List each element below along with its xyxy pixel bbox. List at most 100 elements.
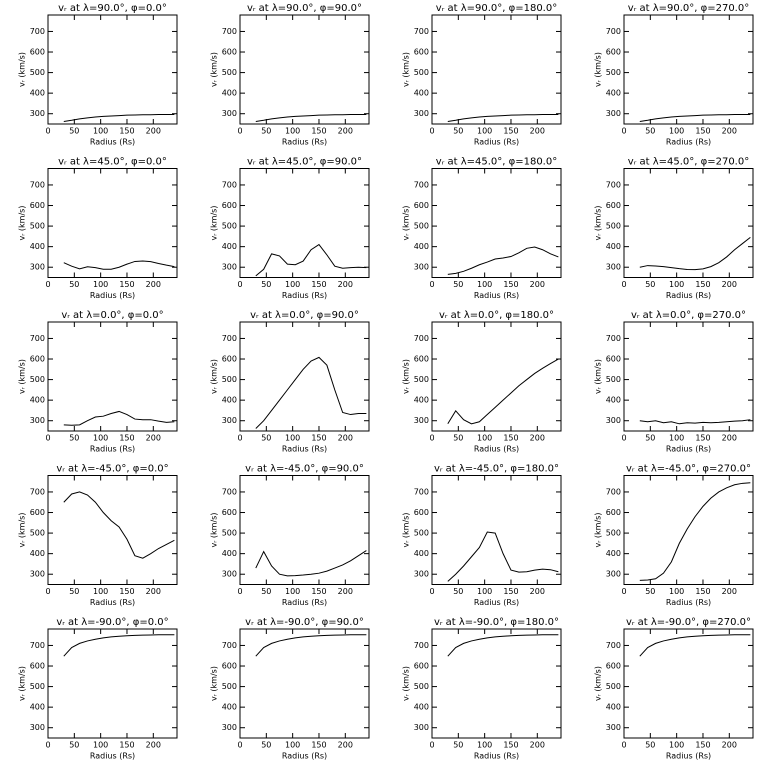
y-tick-label: 500 [606,222,621,231]
x-tick-label: 50 [645,434,655,443]
y-tick-label: 600 [30,355,45,364]
y-tick-label: 600 [222,48,237,57]
y-tick-label: 500 [414,375,429,384]
y-tick-label: 400 [222,89,237,98]
data-line [639,114,751,123]
y-axis-label: vᵣ (km/s) [18,513,27,548]
x-tick-label: 50 [69,127,79,136]
x-axis-label: Radius (Rs) [474,598,519,607]
x-axis-label: Radius (Rs) [282,598,327,607]
y-tick-label: 300 [414,109,429,118]
data-line [255,550,367,577]
y-tick-label: 300 [222,570,237,579]
y-axis-label: vᵣ (km/s) [18,666,27,701]
x-axis-label: Radius (Rs) [90,138,135,147]
panel-title: vᵣ at λ=90.0°, φ=270.0° [628,3,749,14]
x-tick-label: 200 [530,587,545,596]
y-tick-label: 400 [30,703,45,712]
panel-title: vᵣ at λ=-45.0°, φ=270.0° [626,464,751,475]
x-tick-label: 150 [311,127,326,136]
x-tick-label: 0 [45,434,50,443]
y-tick-label: 600 [414,508,429,517]
y-tick-label: 700 [222,27,237,36]
plot-frame [239,628,370,739]
x-tick-label: 150 [695,280,710,289]
x-tick-label: 50 [261,741,271,750]
y-axis-label: vᵣ (km/s) [402,513,411,548]
plot-frame [623,14,754,125]
y-tick-label: 300 [222,263,237,272]
x-tick-label: 150 [695,587,710,596]
y-axis-label: vᵣ (km/s) [594,359,603,394]
y-axis-label: vᵣ (km/s) [594,52,603,87]
y-tick-label: 700 [606,487,621,496]
plot-frame [431,628,562,739]
x-tick-label: 0 [621,587,626,596]
x-axis-label: Radius (Rs) [282,752,327,761]
x-tick-label: 100 [285,280,300,289]
x-tick-label: 100 [477,280,492,289]
y-tick-label: 400 [414,396,429,405]
x-tick-label: 50 [453,434,463,443]
y-tick-label: 600 [222,508,237,517]
x-tick-label: 50 [261,280,271,289]
plot-frame [47,168,178,278]
x-tick-label: 200 [722,280,737,289]
x-axis-label: Radius (Rs) [666,445,711,454]
plot-frame [239,168,370,278]
data-line [63,410,175,426]
y-tick-label: 600 [606,508,621,517]
y-tick-label: 500 [30,682,45,691]
x-tick-label: 200 [338,741,353,750]
panel: vᵣ at λ=90.0°, φ=180.0° 0 50 100 150 200 300 40… [402,3,562,147]
y-tick-label: 300 [414,723,429,732]
x-axis-label: Radius (Rs) [666,752,711,761]
panel: vᵣ at λ=-90.0°, φ=270.0° 0 50 100 150 200 300 4… [594,617,754,761]
x-tick-label: 0 [237,741,242,750]
x-axis-label: Radius (Rs) [666,138,711,147]
plot-frame [623,628,754,739]
y-tick-label: 700 [414,641,429,650]
y-axis-label: vᵣ (km/s) [210,359,219,394]
data-line [639,634,751,657]
x-tick-label: 0 [45,280,50,289]
data-line [255,114,367,123]
x-tick-label: 200 [530,280,545,289]
x-tick-label: 0 [429,741,434,750]
y-tick-label: 300 [30,570,45,579]
x-tick-label: 0 [429,280,434,289]
x-tick-label: 0 [45,127,50,136]
x-tick-label: 100 [285,587,300,596]
y-tick-label: 300 [606,416,621,425]
y-tick-label: 600 [606,662,621,671]
data-line [447,114,559,123]
x-tick-label: 100 [669,280,684,289]
x-tick-label: 100 [93,587,108,596]
y-tick-label: 300 [222,416,237,425]
y-tick-label: 600 [30,508,45,517]
y-tick-label: 400 [414,242,429,251]
panel: vᵣ at λ=90.0°, φ=270.0° 0 50 100 150 200 300 40… [594,3,754,147]
y-tick-label: 500 [222,529,237,538]
x-axis-label: Radius (Rs) [282,138,327,147]
data-line [63,491,175,559]
y-tick-label: 400 [30,396,45,405]
x-tick-label: 150 [311,434,326,443]
y-tick-label: 500 [414,682,429,691]
y-tick-label: 400 [606,549,621,558]
y-tick-label: 500 [414,68,429,77]
x-tick-label: 200 [530,127,545,136]
y-tick-label: 300 [222,723,237,732]
data-line [447,531,559,582]
y-tick-label: 300 [606,723,621,732]
panel: vᵣ at λ=45.0°, φ=0.0° 0 50 100 150 200 300 400 5… [18,157,178,300]
y-tick-label: 500 [30,68,45,77]
x-tick-label: 0 [237,587,242,596]
y-axis-label: vᵣ (km/s) [594,206,603,241]
x-tick-label: 150 [311,741,326,750]
x-tick-label: 50 [261,127,271,136]
x-tick-label: 150 [695,434,710,443]
y-tick-label: 400 [30,89,45,98]
y-tick-label: 300 [414,570,429,579]
x-tick-label: 150 [119,280,134,289]
